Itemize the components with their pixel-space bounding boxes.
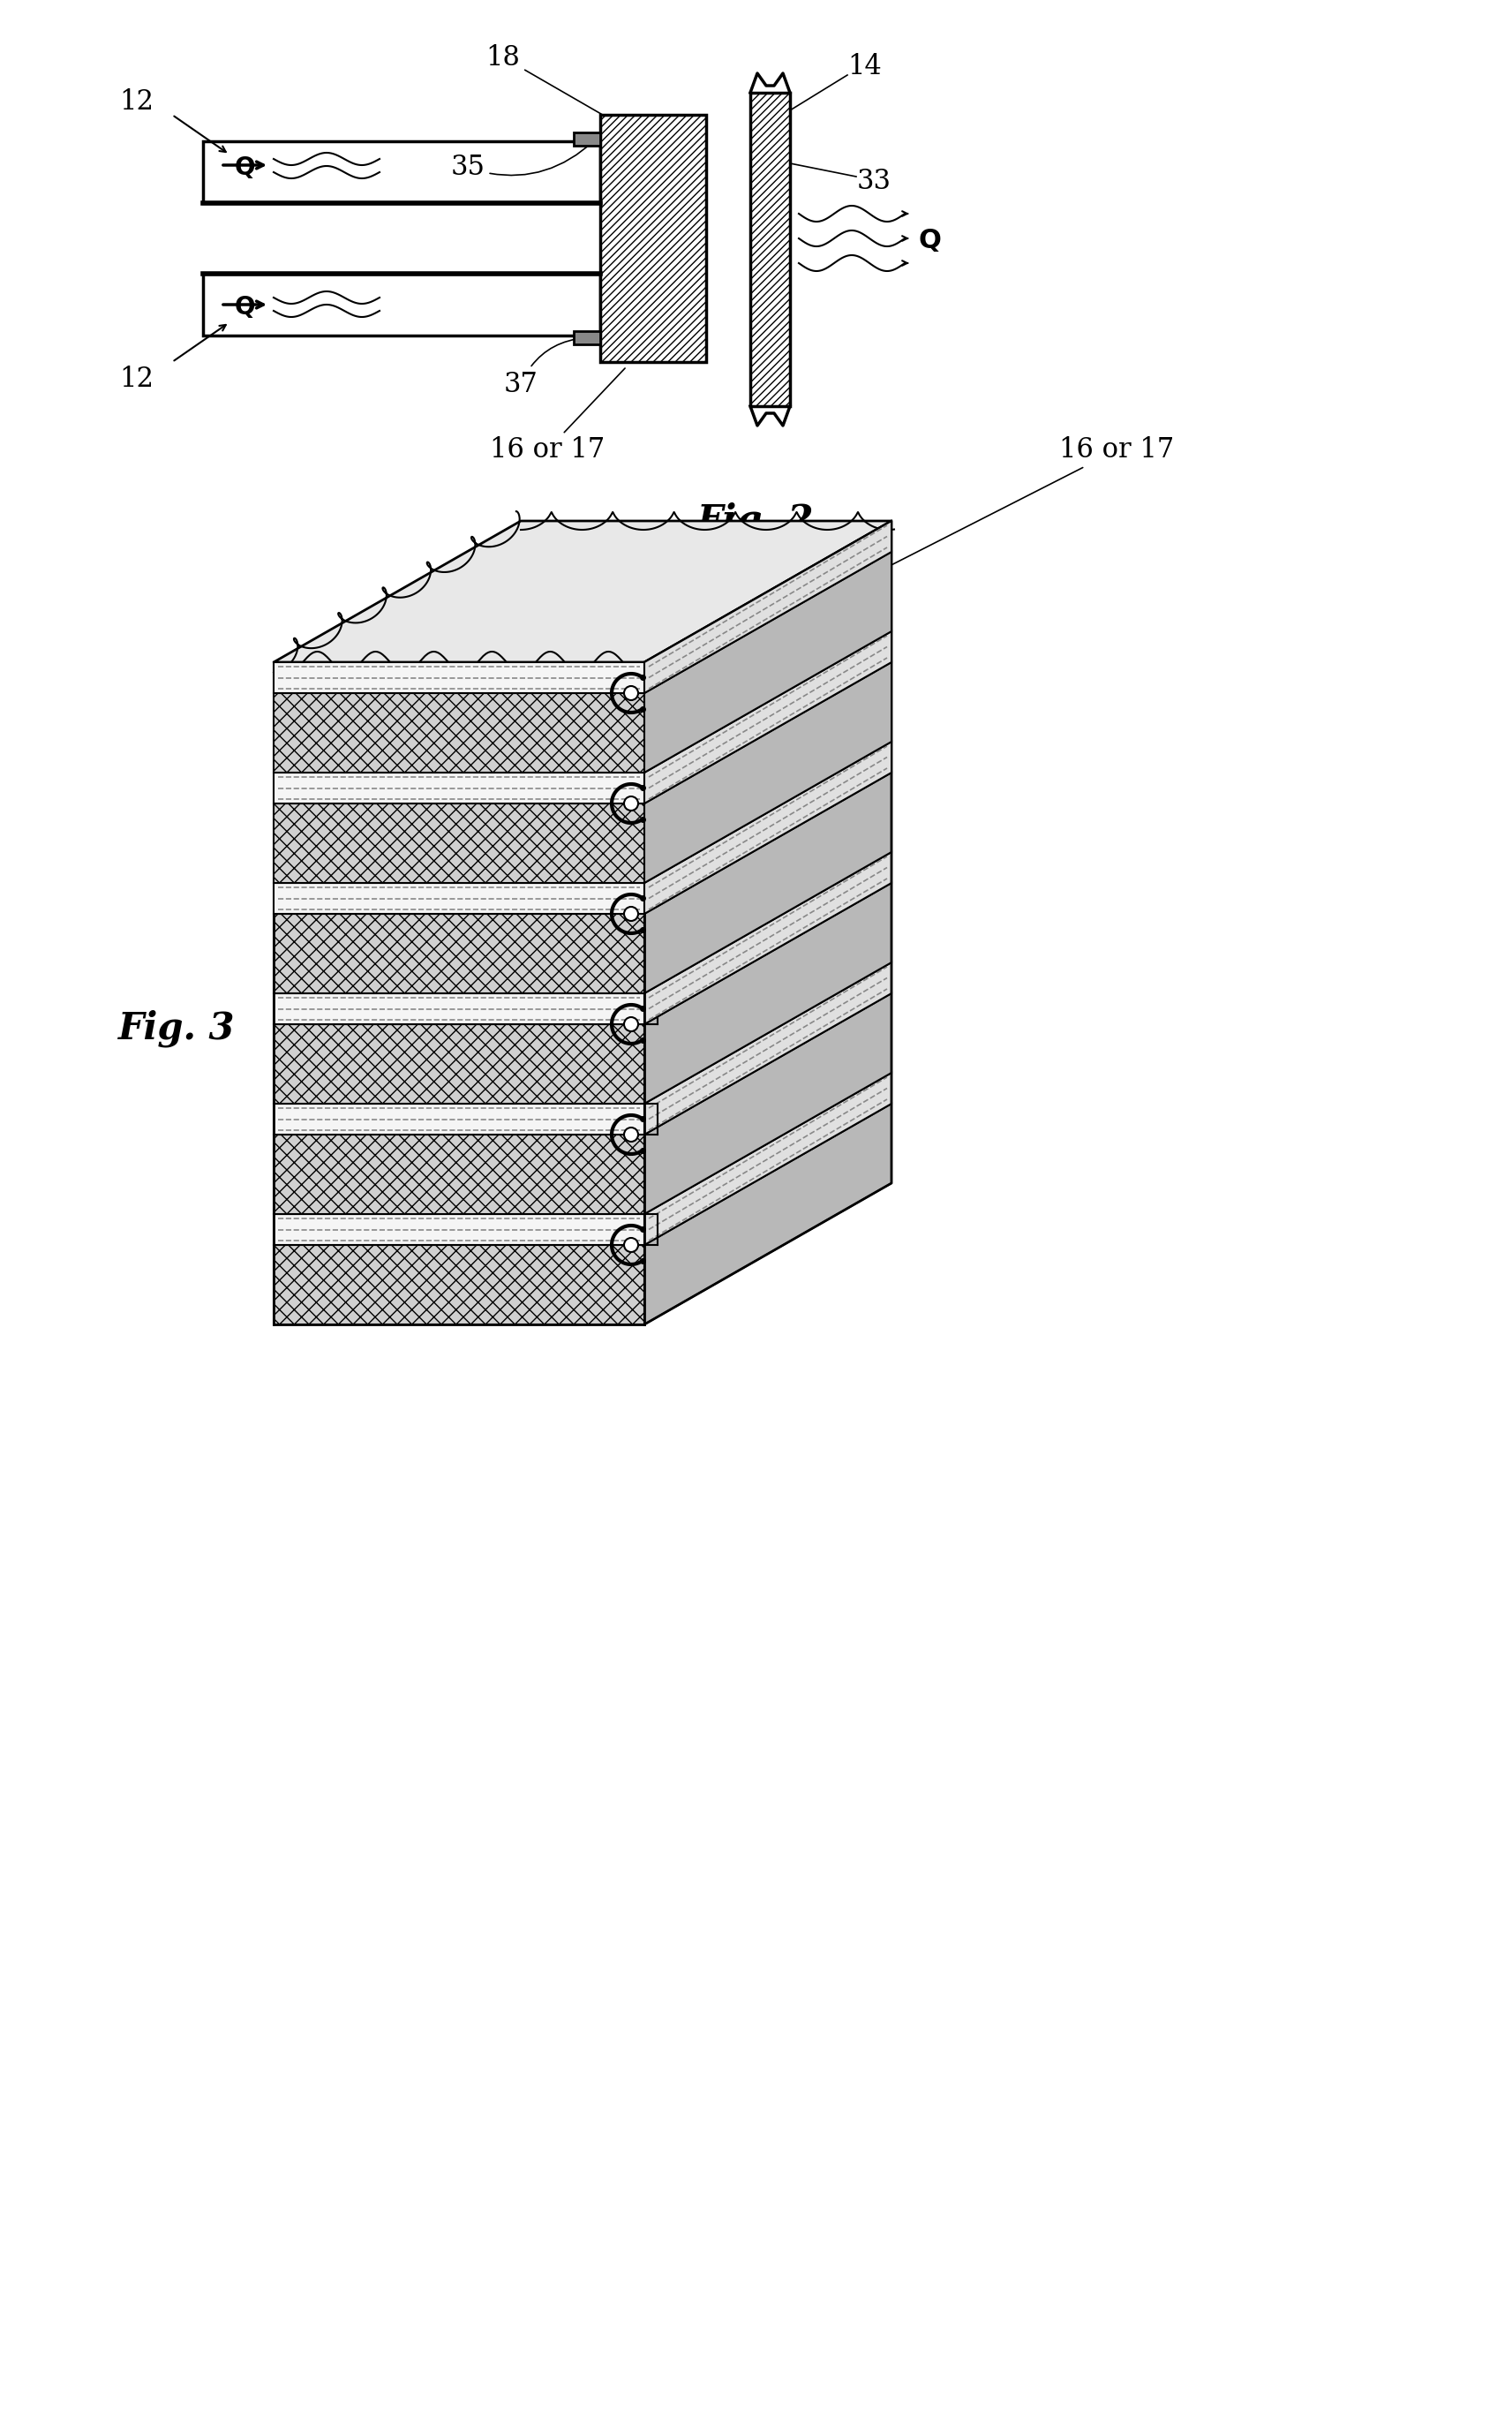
Circle shape [624, 1018, 638, 1032]
Bar [274, 1134, 644, 1214]
Polygon shape [644, 884, 892, 1103]
Polygon shape [644, 632, 892, 804]
Polygon shape [644, 663, 892, 884]
Text: 14: 14 [848, 53, 881, 80]
Text: $\mathbf{Q}$: $\mathbf{Q}$ [918, 226, 942, 253]
Text: Fig. 3: Fig. 3 [118, 1010, 234, 1047]
Bar [274, 913, 644, 993]
Polygon shape [274, 520, 892, 663]
Circle shape [624, 1239, 638, 1251]
Bar [274, 692, 644, 772]
Polygon shape [644, 1103, 892, 1324]
Bar [573, 134, 600, 146]
Polygon shape [644, 741, 892, 913]
Circle shape [624, 1127, 638, 1142]
Bar [203, 274, 600, 335]
Text: 12: 12 [119, 87, 154, 114]
Text: 18: 18 [485, 44, 615, 121]
Polygon shape [644, 551, 892, 772]
Bar [274, 884, 644, 913]
Bar [573, 330, 600, 345]
Polygon shape [644, 853, 892, 1025]
Bar [274, 1214, 644, 1246]
Bar [600, 114, 706, 362]
Circle shape [624, 797, 638, 811]
Bar [274, 1025, 644, 1103]
Text: 16 or 17: 16 or 17 [875, 437, 1175, 573]
Polygon shape [644, 962, 892, 1134]
Bar [750, 92, 789, 406]
Circle shape [624, 906, 638, 921]
Bar [274, 993, 644, 1025]
Text: $\mathbf{Q}$: $\mathbf{Q}$ [234, 294, 256, 318]
Text: 16 or 17: 16 or 17 [490, 369, 624, 464]
Text: 37: 37 [503, 338, 585, 398]
Bar [274, 804, 644, 884]
Bar [274, 1103, 644, 1134]
Bar [274, 772, 644, 804]
Text: 40: 40 [499, 530, 617, 666]
Polygon shape [644, 993, 892, 1214]
Bar [274, 663, 644, 692]
Text: Fig. 2: Fig. 2 [697, 503, 813, 539]
Text: 12: 12 [119, 367, 154, 393]
Polygon shape [644, 520, 892, 692]
Polygon shape [644, 1074, 892, 1246]
Bar [203, 141, 600, 204]
Text: 35: 35 [451, 141, 594, 182]
Text: 33: 33 [857, 168, 891, 194]
Circle shape [624, 685, 638, 700]
Polygon shape [644, 772, 892, 993]
Bar [274, 1246, 644, 1324]
Text: $\mathbf{Q}$: $\mathbf{Q}$ [234, 153, 256, 180]
